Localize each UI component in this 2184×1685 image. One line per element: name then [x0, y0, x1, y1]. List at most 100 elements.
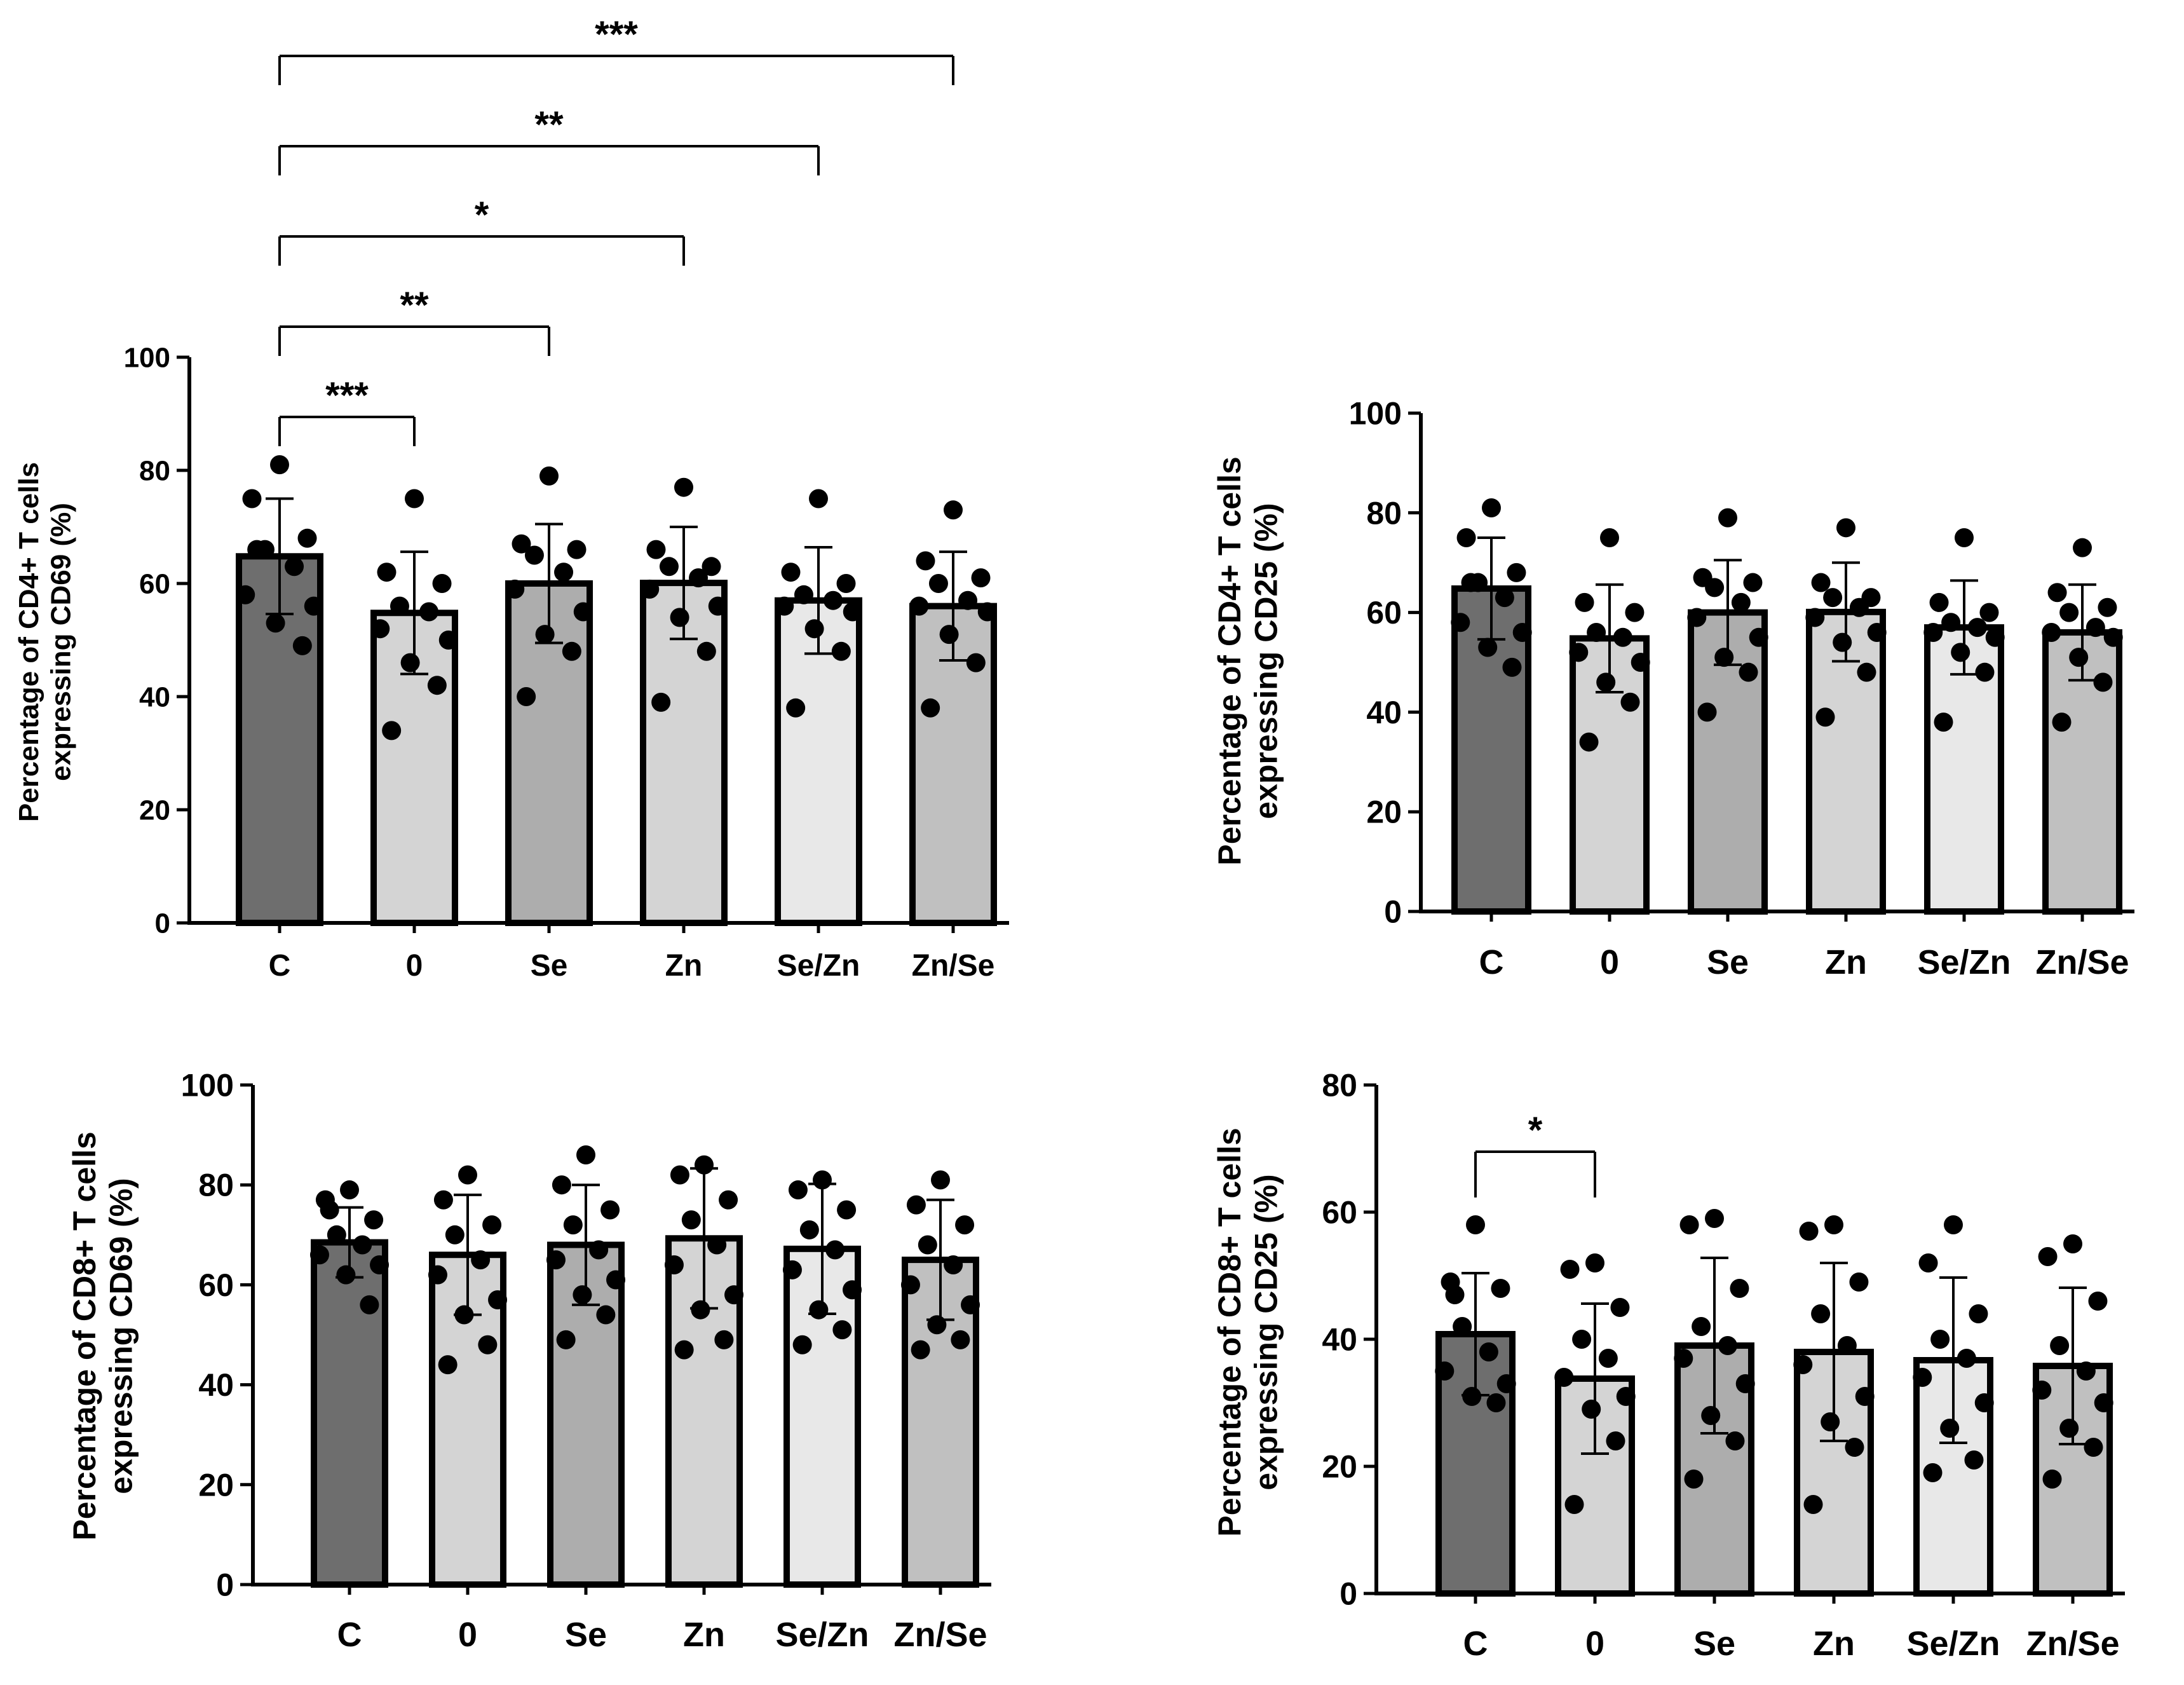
data-point	[674, 1340, 694, 1360]
data-point	[546, 1250, 566, 1270]
data-point	[1616, 1387, 1636, 1406]
data-point	[2047, 583, 2067, 603]
x-tick-label: Se/Zn	[1917, 943, 2011, 981]
data-point	[353, 1235, 372, 1255]
data-point	[535, 625, 555, 645]
x-tick-label: Zn/Se	[2035, 943, 2129, 981]
data-point	[911, 1340, 930, 1360]
data-point	[438, 631, 458, 650]
significance-label: ***	[325, 375, 369, 416]
data-point	[554, 563, 574, 582]
chart-cd4-cd25: 0 20 40 60 80 100 C 0 Se Zn Se/Zn Zn/Se Percentage o…	[1212, 396, 2134, 981]
data-point	[524, 545, 544, 565]
x-tick-label: Se/Zn	[777, 949, 860, 983]
data-point	[955, 1215, 975, 1235]
data-point	[1913, 1368, 1932, 1387]
data-point	[1725, 1431, 1745, 1450]
data-point	[2098, 597, 2117, 617]
y-tick-label: 80	[1366, 495, 1402, 531]
x-tick-label: C	[1479, 943, 1504, 981]
data-point	[539, 466, 559, 486]
data-point	[1845, 1438, 1864, 1457]
y-axis-label-line: expressing CD69 (%)	[104, 1178, 139, 1494]
x-tick-label: Se	[1693, 1625, 1735, 1663]
significance-label: **	[400, 285, 429, 326]
data-point	[1461, 573, 1481, 592]
data-point	[1855, 1387, 1875, 1406]
data-point	[576, 1145, 595, 1165]
data-point	[573, 1285, 592, 1305]
data-point	[674, 477, 693, 497]
bar-1	[1555, 1375, 1635, 1597]
data-point	[1486, 1393, 1506, 1412]
data-point	[1466, 1215, 1485, 1234]
data-point	[906, 1195, 926, 1215]
data-point	[804, 619, 824, 639]
data-point	[931, 1170, 950, 1190]
data-point	[1560, 1260, 1580, 1279]
error-bar-1	[400, 550, 428, 676]
data-point	[242, 489, 262, 508]
data-point	[1955, 528, 1974, 547]
data-point	[1964, 1450, 1984, 1470]
data-point	[390, 596, 409, 616]
data-point	[792, 1335, 812, 1354]
data-point	[563, 1215, 583, 1235]
data-point	[2038, 1247, 2058, 1266]
significance-label: ***	[595, 14, 638, 55]
data-point	[1491, 1279, 1510, 1298]
data-point	[1684, 1470, 1704, 1489]
data-point	[2032, 1381, 2052, 1400]
data-point	[360, 1295, 379, 1314]
x-tick-label: Zn	[683, 1616, 725, 1654]
x-tick-label: 0	[1585, 1625, 1604, 1663]
data-point	[813, 1170, 832, 1190]
data-point	[1610, 1298, 1630, 1317]
y-axis-label: Percentage of CD4+ T cellsexpressing CD2…	[1212, 456, 1284, 865]
data-point	[640, 579, 660, 599]
data-point	[1811, 1304, 1831, 1323]
data-point	[1620, 692, 1640, 712]
chart-cd8-cd25: 0 20 40 60 80 C 0 Se Zn Se/Zn Zn/Se Percentage of C…	[1212, 1068, 2125, 1663]
data-point	[400, 653, 420, 672]
data-point	[824, 590, 843, 610]
data-point	[428, 1265, 447, 1285]
data-point	[1718, 1336, 1737, 1355]
error-bar-0	[266, 497, 294, 616]
data-point	[1975, 662, 1995, 682]
data-point	[714, 1330, 734, 1349]
data-point	[2052, 713, 2072, 732]
data-point	[1507, 563, 1526, 582]
significance-label: *	[1528, 1110, 1543, 1151]
data-point	[832, 1320, 852, 1340]
y-tick-label: 100	[124, 342, 170, 373]
data-point	[1815, 707, 1835, 727]
data-point	[1836, 518, 1855, 538]
data-point	[928, 574, 948, 593]
y-axis-label-line: Percentage of CD4+ T cells	[1212, 456, 1247, 865]
data-point	[1918, 1253, 1938, 1272]
y-tick-label: 0	[1384, 894, 1402, 930]
data-point	[567, 540, 587, 559]
data-point	[2094, 1393, 2113, 1412]
y-axis-label-line: Percentage of CD8+ T cells	[67, 1131, 102, 1540]
y-tick-label: 100	[181, 1068, 234, 1103]
data-point	[297, 528, 317, 548]
data-point	[702, 557, 721, 576]
y-tick-label: 80	[1322, 1068, 1357, 1103]
y-tick-label: 100	[1349, 396, 1402, 432]
significance-bracket-0: ***	[278, 375, 416, 446]
data-point	[836, 574, 856, 593]
data-point	[1600, 528, 1619, 547]
data-point	[1967, 618, 1987, 638]
data-point	[1456, 528, 1476, 547]
data-point	[1811, 573, 1831, 592]
data-point	[471, 1250, 491, 1270]
data-point	[266, 613, 285, 633]
data-point	[1575, 592, 1594, 612]
x-tick-label: Zn/Se	[893, 1616, 987, 1654]
chart-cd8-cd69: 0 20 40 60 80 100 C 0 Se Zn Se/Zn Zn/Se Percentage o…	[67, 1068, 991, 1654]
x-tick-label: Zn	[1813, 1625, 1855, 1663]
data-point	[1705, 578, 1725, 597]
data-point	[1482, 498, 1501, 517]
